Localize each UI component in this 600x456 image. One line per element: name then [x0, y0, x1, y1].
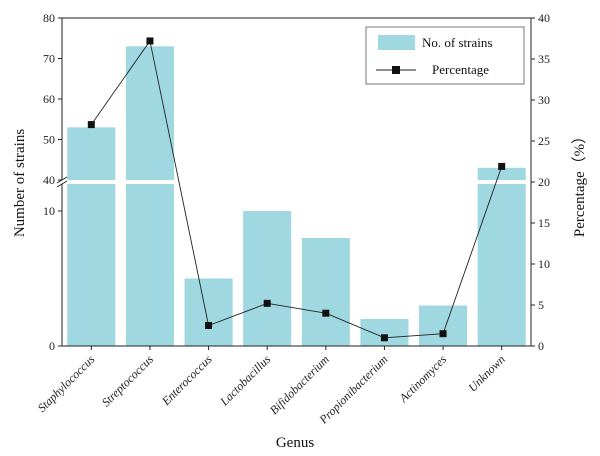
bar-unknown [477, 167, 526, 346]
category-label: Streptococcus [99, 352, 156, 409]
percentage-marker [380, 334, 388, 342]
category-label: Staphylococcus [35, 352, 98, 415]
left-tick-label: 60 [43, 92, 55, 106]
category-labels: Staphylococcus Streptococcus Enterococcus L… [35, 352, 508, 427]
axis-break-band [63, 180, 530, 184]
category-label: Lactobacillus [216, 352, 273, 409]
right-tick-label: 5 [538, 298, 544, 312]
axis-break-mark [56, 180, 68, 188]
percentage-marker [205, 322, 213, 329]
x-axis-title: Genus [276, 435, 314, 451]
bar-actinomyces [419, 305, 468, 346]
bar-propionibacterium [360, 319, 409, 346]
bar-lactobacillus [243, 211, 292, 346]
right-tick-label: 20 [538, 175, 550, 189]
legend: No. of strains Percentage [365, 26, 525, 85]
right-tick-label: 10 [538, 257, 550, 271]
left-tick-label: 70 [43, 52, 55, 66]
bar-enterococcus [184, 278, 233, 346]
left-tick-label: 0 [49, 339, 55, 353]
percentage-marker [87, 121, 95, 129]
percentage-marker [439, 330, 447, 338]
legend-label-bars: No. of strains [422, 35, 492, 50]
percentage-marker [263, 299, 271, 307]
percentage-line [90, 39, 503, 339]
axes-layer [56, 17, 532, 347]
bar-staphylococcus [67, 127, 116, 346]
category-label: Actinomyces [396, 352, 450, 406]
right-tick-label: 40 [538, 11, 550, 25]
bars-layer [63, 46, 530, 346]
right-tick-label: 0 [538, 339, 544, 353]
percentage-marker [322, 309, 330, 317]
left-tick-label: 10 [43, 204, 55, 218]
line-layer [87, 37, 506, 342]
left-axis-title: Number of strains [12, 129, 28, 237]
percentage-marker [498, 162, 506, 170]
legend-marker-swatch [392, 66, 400, 74]
legend-bar-swatch [378, 35, 415, 50]
left-tick-label: 40 [43, 173, 55, 187]
right-tick-label: 25 [538, 134, 550, 148]
category-label: Enterococcus [158, 352, 215, 409]
bar-bifidobacterium [301, 238, 350, 346]
left-tick-label: 50 [43, 133, 55, 147]
right-axis-title: Percentage（%） [571, 129, 588, 237]
right-tick-label: 15 [538, 216, 550, 230]
ticks-layer: 0 10 40 50 60 70 80 0 5 10 15 20 25 30 35 40 [43, 11, 550, 353]
left-tick-label: 80 [43, 11, 55, 25]
category-label: Bifidobacterium [267, 352, 332, 417]
legend-label-line: Percentage [432, 62, 489, 77]
category-label: Unknown [465, 352, 507, 394]
right-tick-label: 35 [538, 52, 550, 66]
right-tick-label: 30 [538, 93, 550, 107]
percentage-marker [146, 37, 154, 45]
bar-streptococcus [125, 46, 174, 346]
